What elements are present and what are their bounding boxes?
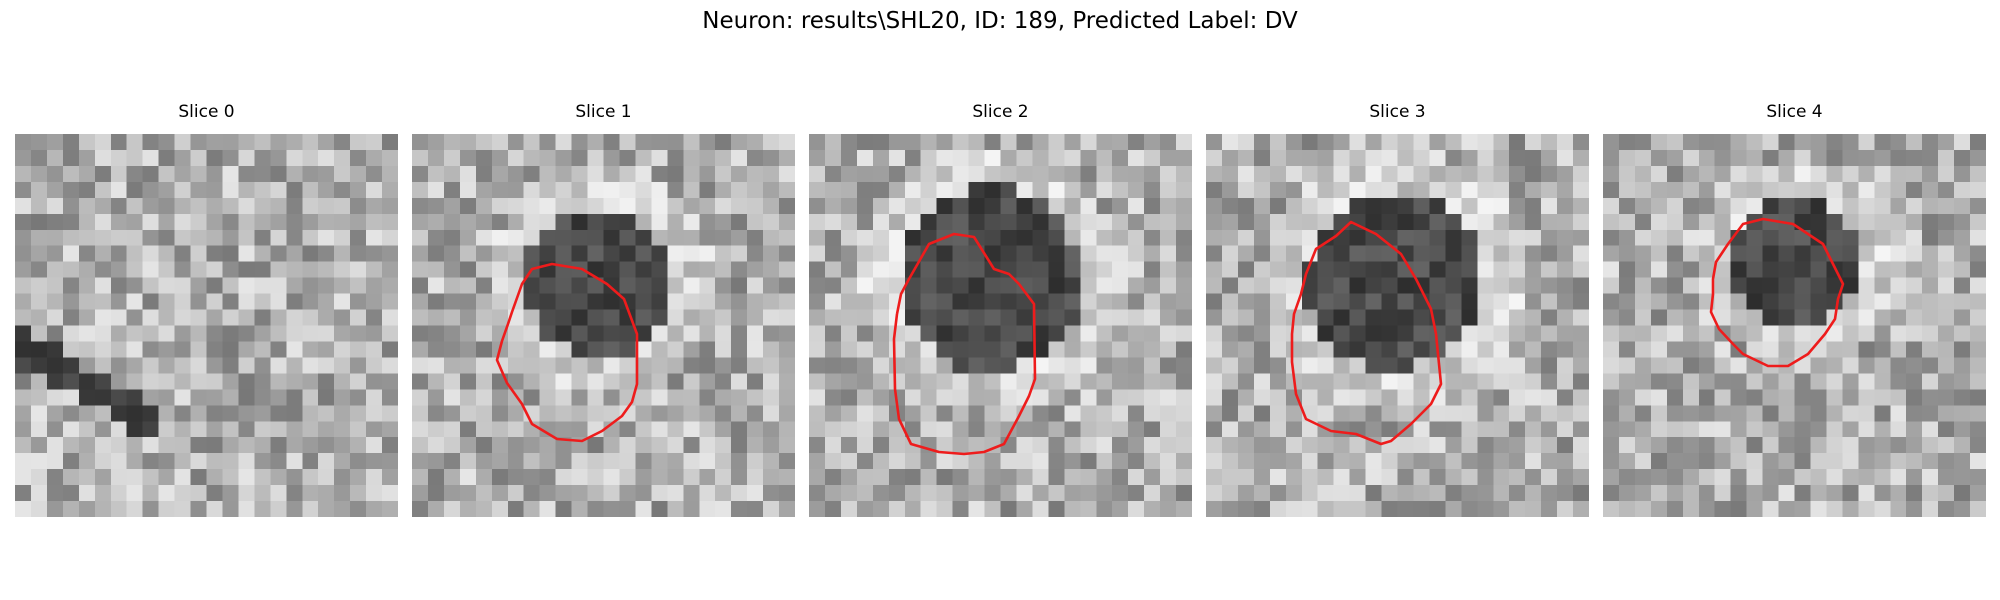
slice-title: Slice 2	[809, 102, 1192, 122]
figure-title: Neuron: results\SHL20, ID: 189, Predicte…	[0, 8, 2000, 34]
slice-title: Slice 3	[1206, 102, 1589, 122]
slice-panel-0: Slice 0	[15, 134, 398, 517]
slice-panel-3: Slice 3	[1206, 134, 1589, 517]
neuron-contour	[1206, 134, 1589, 517]
neuron-contour	[412, 134, 795, 517]
slice-panel-2: Slice 2	[809, 134, 1192, 517]
slice-title: Slice 4	[1603, 102, 1986, 122]
slice-panel-1: Slice 1	[412, 134, 795, 517]
neuron-contour	[809, 134, 1192, 517]
neuron-contour	[1603, 134, 1986, 517]
slice-title: Slice 1	[412, 102, 795, 122]
slice-panel-4: Slice 4	[1603, 134, 1986, 517]
slice-image	[15, 134, 398, 517]
slice-title: Slice 0	[15, 102, 398, 122]
